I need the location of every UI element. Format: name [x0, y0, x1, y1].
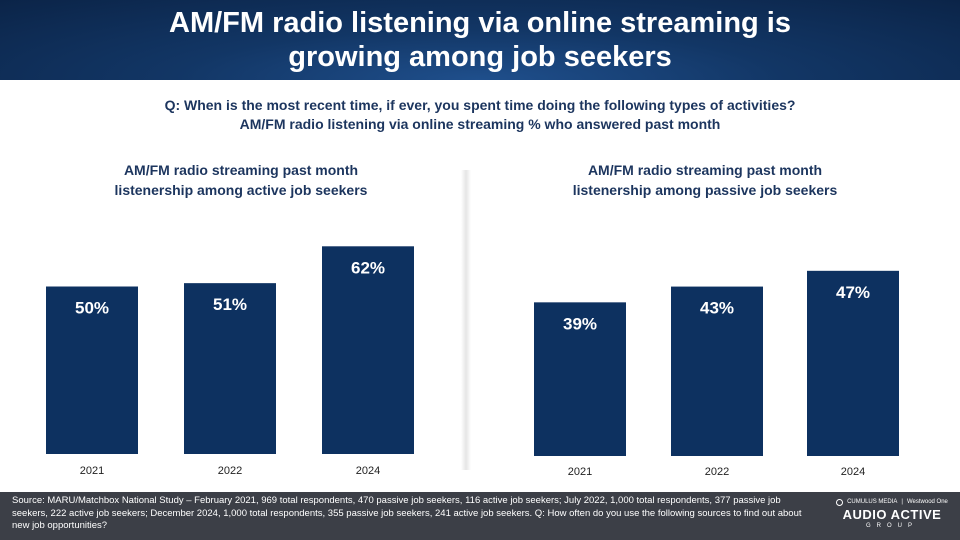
- bar-active-2021: [46, 286, 138, 454]
- logo-divider: |: [901, 499, 903, 505]
- question-line-1: Q: When is the most recent time, if ever…: [164, 97, 796, 113]
- title-line-2: growing among job seekers: [288, 41, 672, 73]
- logo-westwood-text: Westwood One: [906, 499, 948, 505]
- data-label-passive-2021: 39%: [563, 314, 597, 333]
- data-label-active-2021: 50%: [75, 299, 109, 318]
- chart-title-passive: AM/FM radio streaming past month listene…: [505, 160, 905, 200]
- data-label-active-2024: 62%: [351, 258, 385, 277]
- category-label-active-2024: 2024: [356, 465, 380, 477]
- data-label-passive-2022: 43%: [700, 299, 734, 318]
- data-label-active-2022: 51%: [213, 295, 247, 314]
- title-line-1: AM/FM radio listening via online streami…: [169, 7, 791, 39]
- chart-title-passive-line-1: AM/FM radio streaming past month: [587, 162, 823, 178]
- bar-passive-2021: [534, 302, 626, 456]
- bar-passive-2022: [671, 286, 763, 456]
- bar-active-2022: [184, 283, 276, 454]
- survey-question: Q: When is the most recent time, if ever…: [0, 96, 960, 134]
- logo-cumulus-text: CUMULUS MEDIA: [847, 499, 898, 505]
- logo-sub-text: GROUP: [865, 523, 918, 529]
- category-label-passive-2022: 2022: [705, 466, 729, 478]
- source-note: Source: MARU/Matchbox National Study – F…: [12, 495, 802, 531]
- bar-active-2024: [322, 246, 414, 454]
- bar-passive-2024: [807, 270, 899, 456]
- chart-title-active-line-1: AM/FM radio streaming past month: [123, 162, 359, 178]
- category-label-active-2021: 2021: [80, 465, 104, 477]
- question-line-2: AM/FM radio listening via online streami…: [239, 116, 721, 132]
- logo-main-text: AUDIO ACTIVE: [842, 507, 942, 522]
- data-label-passive-2024: 47%: [836, 283, 870, 302]
- header-banner: AM/FM radio listening via online streami…: [0, 0, 960, 80]
- category-label-passive-2021: 2021: [568, 466, 592, 478]
- audio-active-group-logo: CUMULUS MEDIA | Westwood One AUDIO ACTIV…: [832, 498, 952, 536]
- category-label-active-2022: 2022: [218, 465, 242, 477]
- chart-title-active: AM/FM radio streaming past month listene…: [41, 160, 441, 200]
- bar-charts: 50% 2021 51% 2022 62% 2024 39% 2021 43% 2022 47% 20…: [46, 246, 899, 478]
- footer-bar: Source: MARU/Matchbox National Study – F…: [0, 492, 960, 540]
- page-title: AM/FM radio listening via online streami…: [0, 6, 960, 74]
- panel-divider: [461, 170, 471, 470]
- category-label-passive-2024: 2024: [841, 466, 865, 478]
- chart-title-passive-line-2: listenership among passive job seekers: [572, 182, 838, 198]
- cumulus-icon: [836, 498, 844, 506]
- chart-title-active-line-2: listenership among active job seekers: [114, 182, 368, 198]
- logo-partners: CUMULUS MEDIA | Westwood One: [832, 498, 952, 506]
